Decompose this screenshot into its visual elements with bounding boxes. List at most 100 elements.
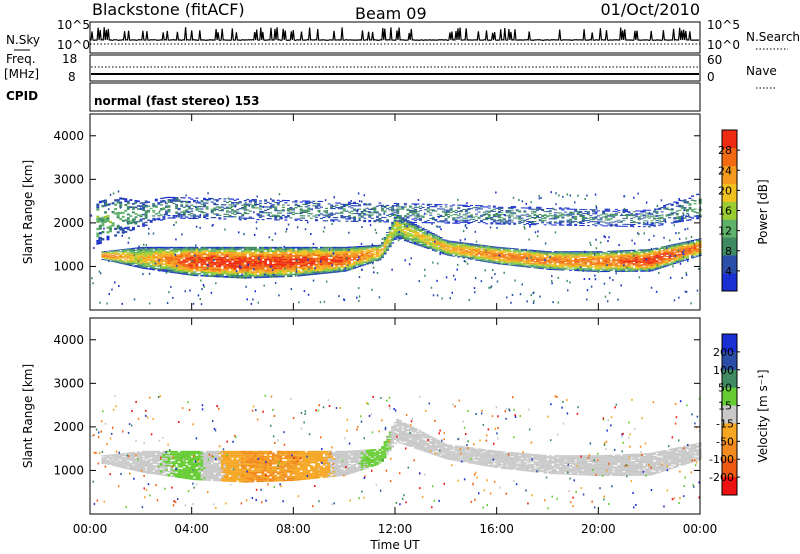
- heatmap-cell: [317, 209, 321, 212]
- heatmap-cell: [434, 237, 438, 239]
- heatmap-cell: [215, 204, 219, 206]
- heatmap-cell: [391, 227, 395, 230]
- heatmap-cell: [325, 267, 329, 270]
- heatmap-cell: [126, 255, 130, 256]
- heatmap-cell: [149, 257, 153, 259]
- nsky-tick-top: 10^5: [57, 18, 90, 32]
- heatmap-cell: [530, 265, 534, 267]
- heatmap-cell: [248, 252, 252, 254]
- heatmap-cell: [375, 258, 379, 260]
- heatmap-cell: [442, 241, 445, 243]
- heatmap-cell: [434, 243, 438, 245]
- heatmap-cell: [307, 200, 311, 202]
- heatmap-cell: [637, 254, 641, 256]
- heatmap-cell: [660, 265, 664, 267]
- heatmap-cell: [523, 253, 527, 255]
- heatmap-cell: [530, 250, 534, 252]
- heatmap-cell: [467, 243, 471, 245]
- heatmap-cell: [363, 262, 367, 264]
- heatmap-cell: [292, 268, 295, 271]
- heatmap-cell: [533, 255, 537, 257]
- heatmap-cell: [523, 261, 527, 263]
- heatmap-cell: [330, 212, 334, 214]
- heatmap-cell: [322, 255, 326, 258]
- heatmap-cell: [564, 264, 567, 266]
- heatmap-cell: [116, 254, 120, 255]
- heatmap-cell: [185, 260, 189, 263]
- heatmap-cell: [447, 209, 451, 211]
- heatmap-cell: [548, 259, 552, 261]
- heatmap-cell: [340, 249, 344, 252]
- heatmap-cell: [322, 260, 326, 262]
- heatmap-cell: [419, 237, 423, 239]
- heatmap-cell: [650, 270, 654, 272]
- heatmap-cell: [220, 251, 224, 254]
- heatmap-cell: [386, 238, 390, 240]
- heatmap-cell: [358, 208, 362, 210]
- heatmap-cell: [541, 265, 545, 267]
- heatmap-cell: [106, 252, 110, 254]
- heatmap-cell: [485, 251, 489, 253]
- heatmap-cell: [152, 215, 156, 217]
- heatmap-cell: [627, 270, 631, 272]
- heatmap-cell: [218, 275, 222, 278]
- heatmap-cell: [614, 254, 618, 256]
- heatmap-cell: [670, 251, 674, 253]
- heatmap-cell: [680, 256, 684, 258]
- heatmap-cell: [149, 254, 153, 256]
- heatmap-cell: [614, 264, 618, 266]
- heatmap-cell: [223, 200, 227, 202]
- heatmap-cell: [330, 265, 334, 268]
- heatmap-cell: [276, 250, 280, 252]
- heatmap-cell: [637, 265, 641, 267]
- heatmap-cell: [103, 251, 107, 253]
- heatmap-cell: [477, 247, 481, 249]
- heatmap-cell: [279, 273, 283, 276]
- heatmap-cell: [429, 234, 433, 236]
- heatmap-cell: [584, 254, 588, 256]
- heatmap-cell: [424, 243, 428, 245]
- heatmap-cell: [101, 221, 105, 224]
- heatmap-cell: [688, 250, 692, 252]
- heatmap-cell: [101, 204, 105, 208]
- heatmap-cell: [693, 247, 697, 249]
- heatmap-cell: [299, 259, 303, 262]
- heatmap-cell: [597, 256, 600, 259]
- heatmap-cell: [449, 255, 453, 257]
- heatmap-cell: [566, 252, 570, 254]
- heatmap-cell: [622, 256, 626, 258]
- heatmap-cell: [200, 264, 204, 267]
- heatmap-cell: [444, 254, 448, 256]
- heatmap-cell: [101, 254, 105, 255]
- heatmap-cell: [98, 232, 102, 235]
- heatmap-cell: [594, 258, 598, 260]
- heatmap-cell: [109, 254, 112, 255]
- heatmap-cell: [528, 263, 532, 265]
- heatmap-cell: [172, 216, 176, 218]
- heatmap-cell: [368, 252, 372, 254]
- heatmap-cell: [286, 216, 290, 218]
- heatmap-cell: [614, 267, 618, 269]
- heatmap-cell: [581, 259, 585, 261]
- heatmap-cell: [619, 253, 623, 256]
- heatmap-cell: [607, 260, 611, 262]
- heatmap-cell: [462, 253, 466, 255]
- heatmap-cell: [365, 252, 369, 254]
- heatmap-cell: [337, 251, 341, 253]
- heatmap-cell: [243, 200, 247, 202]
- heatmap-cell: [335, 249, 339, 252]
- heatmap-cell: [358, 205, 362, 207]
- heatmap-cell: [350, 267, 354, 269]
- heatmap-cell: [157, 246, 161, 249]
- heatmap-cell: [355, 246, 359, 248]
- heatmap-cell: [396, 230, 400, 232]
- heatmap-cell: [276, 262, 280, 264]
- heatmap-cell: [444, 214, 448, 217]
- heatmap-cell: [274, 201, 278, 204]
- heatmap-cell: [131, 220, 135, 222]
- heatmap-cell: [119, 257, 123, 259]
- heatmap-cell: [198, 258, 201, 260]
- heatmap-cell: [330, 255, 334, 258]
- heatmap-cell: [231, 265, 234, 268]
